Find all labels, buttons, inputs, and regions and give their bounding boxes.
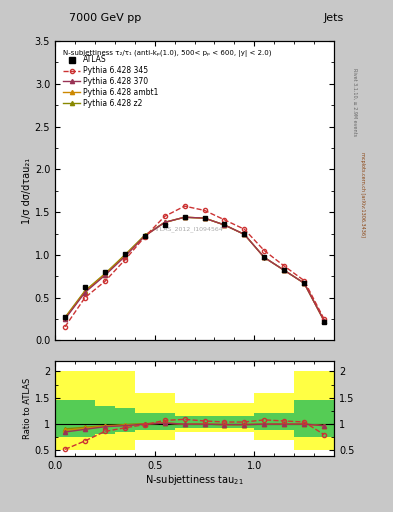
Text: ATLAS_2012_I1094564: ATLAS_2012_I1094564 <box>152 227 224 232</box>
Text: Jets: Jets <box>323 13 344 23</box>
Text: 7000 GeV pp: 7000 GeV pp <box>69 13 141 23</box>
Text: mcplots.cern.ch [arXiv:1306.3436]: mcplots.cern.ch [arXiv:1306.3436] <box>360 152 365 237</box>
Y-axis label: Ratio to ATLAS: Ratio to ATLAS <box>23 378 32 439</box>
Legend: ATLAS, Pythia 6.428 345, Pythia 6.428 370, Pythia 6.428 ambt1, Pythia 6.428 z2: ATLAS, Pythia 6.428 345, Pythia 6.428 37… <box>62 54 160 110</box>
Text: Rivet 3.1.10, ≥ 2.9M events: Rivet 3.1.10, ≥ 2.9M events <box>352 68 357 137</box>
Text: N-subjettiness τ₂/τ₁ (anti-kₚ(1.0), 500< pₚ < 600, |y| < 2.0): N-subjettiness τ₂/τ₁ (anti-kₚ(1.0), 500<… <box>63 50 272 57</box>
X-axis label: N-subjettiness tau$_{21}$: N-subjettiness tau$_{21}$ <box>145 473 244 487</box>
Y-axis label: 1/σ dσ/dτau₂₁: 1/σ dσ/dτau₂₁ <box>22 158 32 224</box>
